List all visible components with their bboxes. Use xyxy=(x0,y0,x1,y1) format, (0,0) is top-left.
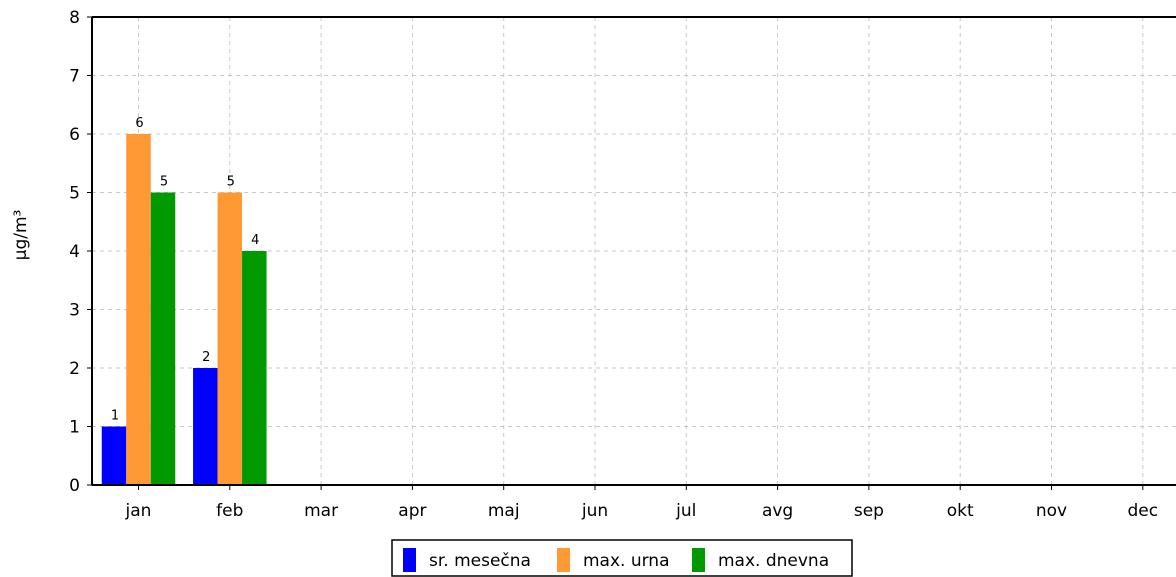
y-tick-label: 1 xyxy=(69,418,80,438)
legend-swatch xyxy=(403,548,416,572)
x-tick-label: avg xyxy=(762,501,793,521)
data-label: 5 xyxy=(227,175,235,190)
data-labels: 1 2 6 5 5 4 xyxy=(111,116,260,424)
x-tick-label: sep xyxy=(854,501,884,521)
x-tick-labels: jan feb mar apr maj jun jul avg sep okt nov dec xyxy=(125,501,1159,521)
legend-entry: sr. mesečna xyxy=(429,551,531,571)
y-tick-label: 0 xyxy=(69,476,80,496)
legend-entry: max. dnevna xyxy=(718,551,829,571)
data-label: 1 xyxy=(111,409,119,424)
x-tick-label: nov xyxy=(1036,501,1067,521)
x-tick-label: mar xyxy=(304,501,338,521)
legend-box xyxy=(391,539,853,577)
x-tick-label: okt xyxy=(947,501,974,521)
data-label: 5 xyxy=(160,175,168,190)
legend: sr. mesečna max. urna max. dnevna xyxy=(391,539,853,577)
bars xyxy=(101,134,267,485)
y-tick-label: 6 xyxy=(69,125,80,145)
bar xyxy=(217,192,243,485)
bar xyxy=(242,251,267,485)
data-label: 6 xyxy=(135,116,143,131)
y-tick-label: 5 xyxy=(69,184,80,204)
y-axis-label: µg/m³ xyxy=(11,210,31,261)
x-tick-label: dec xyxy=(1127,501,1158,521)
bar xyxy=(150,192,176,485)
axes xyxy=(87,16,1176,490)
legend-entry: max. urna xyxy=(583,551,670,571)
y-tick-label: 2 xyxy=(69,359,80,379)
bar xyxy=(126,134,151,485)
x-tick-label: jul xyxy=(675,501,696,521)
y-tick-labels: 0 1 2 3 4 5 6 7 8 xyxy=(69,8,80,496)
x-tick-label: feb xyxy=(216,501,243,521)
x-tick-label: apr xyxy=(398,501,426,521)
y-tick-label: 7 xyxy=(69,67,80,87)
x-tick-label: maj xyxy=(488,501,520,521)
bar xyxy=(101,426,127,485)
x-tick-label: jan xyxy=(125,501,152,521)
y-tick-label: 4 xyxy=(69,242,80,262)
data-label: 4 xyxy=(251,233,259,248)
y-tick-label: 3 xyxy=(69,301,80,321)
x-tick-label: jun xyxy=(581,501,608,521)
y-tick-label: 8 xyxy=(69,8,80,28)
bar xyxy=(193,368,218,485)
legend-swatch xyxy=(557,548,570,572)
legend-swatch xyxy=(692,548,705,572)
data-label: 2 xyxy=(202,350,210,365)
